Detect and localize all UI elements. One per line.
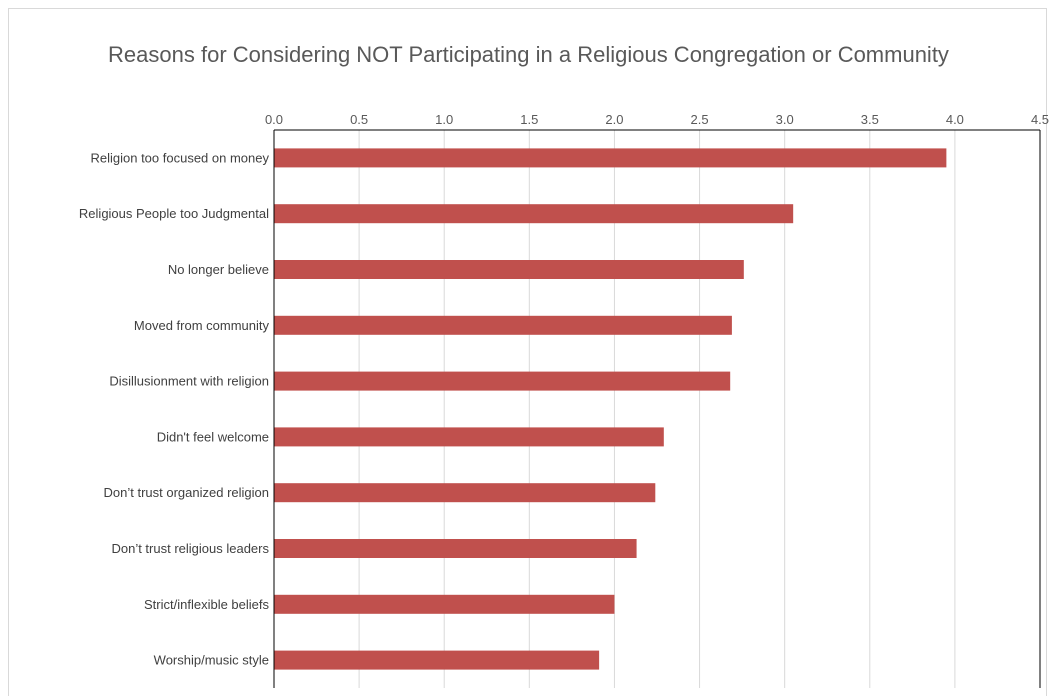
x-tick-label: 2.5 [691, 112, 709, 127]
bar [274, 371, 731, 391]
x-axis-ticks: 0.0 0.5 1.0 1.5 2.0 2.5 3.0 3.5 4.0 4.5 [265, 112, 1049, 127]
bar [274, 260, 744, 279]
bar [274, 148, 947, 168]
bars [274, 148, 947, 670]
bar [274, 315, 732, 335]
category-labels: Religion too focused on money Religious P… [79, 150, 270, 667]
category-label: Don’t trust organized religion [104, 485, 269, 500]
x-tick-label: 0.0 [265, 112, 283, 127]
category-label: Worship/music style [154, 653, 269, 668]
bar [274, 650, 600, 670]
x-tick-label: 4.0 [946, 112, 964, 127]
chart-frame [8, 8, 1047, 696]
x-tick-label: 2.0 [605, 112, 623, 127]
axes [273, 129, 1041, 688]
bar [274, 594, 615, 614]
chart-title: Reasons for Considering NOT Participatin… [108, 42, 949, 67]
bar [274, 483, 656, 503]
category-label: No longer believe [168, 262, 269, 277]
category-label: Didn't feel welcome [157, 429, 269, 444]
bar [274, 427, 664, 447]
x-tick-label: 4.5 [1031, 112, 1049, 127]
x-tick-label: 1.5 [520, 112, 538, 127]
category-label: Disillusionment with religion [109, 374, 269, 389]
category-label: Religious People too Judgmental [79, 206, 269, 221]
category-label: Strict/inflexible beliefs [144, 597, 269, 612]
category-label: Moved from community [134, 318, 270, 333]
bar [274, 204, 794, 224]
bar [274, 539, 637, 558]
x-tick-label: 3.5 [861, 112, 879, 127]
category-label: Religion too focused on money [90, 150, 269, 165]
x-tick-label: 1.0 [435, 112, 453, 127]
category-label: Don’t trust religious leaders [111, 541, 269, 556]
x-tick-label: 0.5 [350, 112, 368, 127]
x-tick-label: 3.0 [776, 112, 794, 127]
